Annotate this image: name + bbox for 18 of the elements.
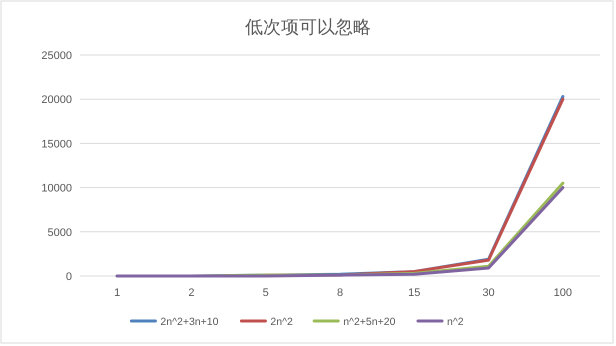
x-tick-label: 1 — [114, 287, 120, 299]
y-tick-label: 15000 — [41, 138, 72, 150]
x-tick-label: 2 — [188, 287, 194, 299]
x-tick-label: 5 — [262, 287, 269, 299]
y-tick-label: 20000 — [41, 94, 72, 106]
x-tick-label: 15 — [408, 287, 420, 299]
y-tick-label: 10000 — [41, 182, 72, 195]
y-tick-label: 25000 — [41, 50, 72, 62]
legend-label: n^2+5n+20 — [343, 316, 396, 328]
x-tick-label: 100 — [554, 287, 572, 299]
legend-label: n^2 — [447, 316, 464, 328]
x-tick-label: 30 — [482, 287, 495, 299]
chart-title: 低次项可以忽略 — [245, 17, 371, 37]
x-tick-label: 8 — [336, 287, 344, 299]
legend-label: 2n^2+3n+10 — [160, 316, 219, 328]
y-tick-label: 0 — [66, 271, 72, 283]
y-tick-label: 5000 — [48, 226, 72, 239]
legend-label: 2n^2 — [270, 316, 294, 328]
